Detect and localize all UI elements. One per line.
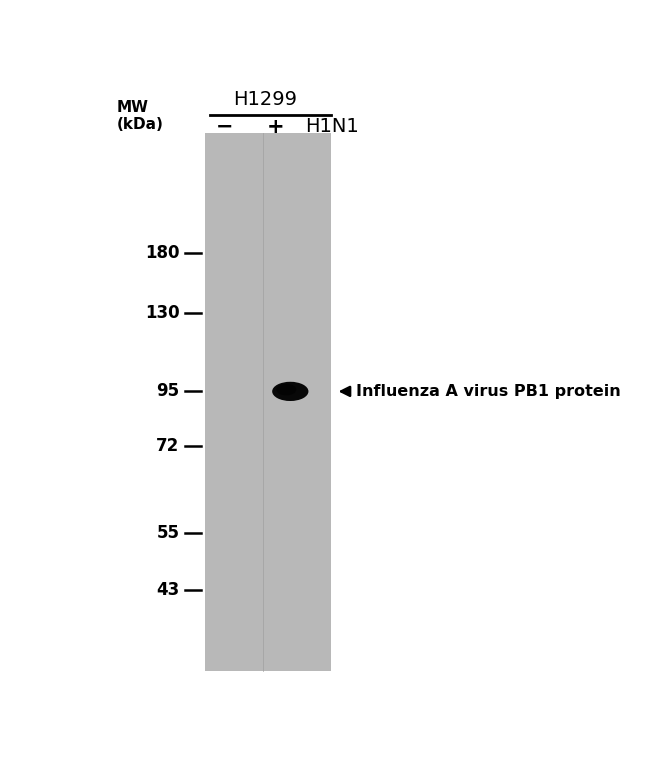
Text: 180: 180	[145, 244, 179, 262]
Ellipse shape	[276, 383, 296, 395]
Text: 130: 130	[145, 305, 179, 323]
Bar	[205, 133, 331, 671]
Text: H1299: H1299	[233, 90, 297, 109]
Text: −: −	[216, 117, 233, 137]
Text: +: +	[266, 117, 284, 137]
Text: 72: 72	[156, 437, 179, 455]
Text: H1N1: H1N1	[306, 117, 359, 137]
Text: MW
(kDa): MW (kDa)	[116, 100, 163, 132]
Text: 43: 43	[156, 581, 179, 599]
Text: Influenza A virus PB1 protein: Influenza A virus PB1 protein	[356, 384, 621, 399]
Text: 95: 95	[157, 383, 179, 401]
Ellipse shape	[272, 382, 309, 401]
Text: 55: 55	[157, 524, 179, 542]
